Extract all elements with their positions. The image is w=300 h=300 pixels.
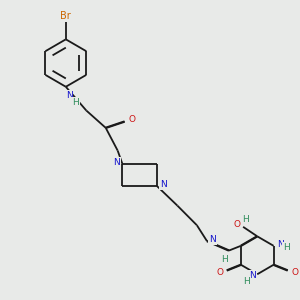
Text: O: O (216, 268, 224, 277)
Text: H: H (284, 243, 290, 252)
Text: O: O (128, 115, 135, 124)
Text: O: O (234, 220, 241, 229)
Text: N: N (249, 271, 256, 280)
Text: H: H (72, 98, 79, 107)
Text: N: N (66, 91, 73, 100)
Text: H: H (243, 277, 250, 286)
Text: Br: Br (60, 11, 71, 21)
Text: O: O (291, 268, 298, 277)
Text: N: N (209, 235, 216, 244)
Text: H: H (242, 215, 249, 224)
Text: N: N (277, 240, 284, 249)
Text: H: H (221, 255, 228, 264)
Text: N: N (113, 158, 120, 167)
Text: N: N (160, 180, 166, 189)
